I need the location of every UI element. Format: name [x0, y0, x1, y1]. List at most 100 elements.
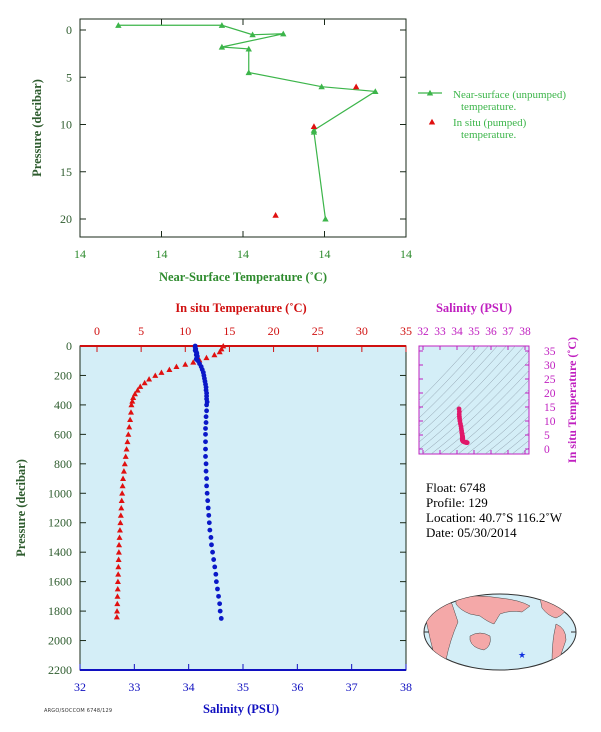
salinity-point — [205, 505, 211, 511]
temperature-tick-label: 25 — [312, 324, 324, 338]
salinity-point — [216, 593, 221, 599]
float-info-block: Float: 6748 Profile: 129 Location: 40.7˚… — [426, 480, 562, 540]
salinity-point — [203, 426, 208, 431]
unpumped-temperature-point — [245, 69, 252, 76]
temperature-point — [123, 446, 130, 452]
temperature-point — [152, 372, 159, 378]
pumped-temperature-point — [310, 123, 318, 129]
main-series-group — [113, 343, 227, 621]
float-location-marker: ★ — [518, 650, 526, 660]
temperature-point — [129, 398, 136, 404]
temperature-point — [127, 409, 134, 415]
pressure-tick-label: 600 — [54, 427, 72, 441]
salinity-point — [203, 414, 209, 420]
legend-unpumped-marker — [426, 89, 434, 96]
salinity-point — [209, 542, 214, 548]
top-y-tick-label: 0 — [66, 23, 72, 37]
temperature-point — [124, 438, 131, 445]
temperature-point — [114, 586, 121, 592]
ts-salinity-tick-label: 36 — [485, 326, 497, 338]
temperature-point — [120, 475, 127, 481]
salinity-point — [204, 476, 209, 481]
unpumped-temperature-point — [218, 43, 226, 50]
main-salinity-axis: 32 33 34 35 36 37 38 — [74, 664, 412, 694]
main-pressure-axis-label: Pressure (decibar) — [14, 459, 28, 557]
float-id: Float: 6748 — [426, 480, 486, 495]
ts-salinity-tick-label: 34 — [451, 326, 463, 338]
top-y-axis: 0 5 10 15 20 — [60, 23, 406, 226]
pressure-tick-label: 1000 — [48, 486, 72, 500]
pressure-tick-label: 0 — [66, 339, 72, 353]
ts-temperature-axis-label: In situ Temperature (˚C) — [565, 337, 579, 463]
temperature-point — [116, 541, 123, 548]
pumped-temperature-point — [272, 212, 279, 218]
unpumped-temperature-point — [218, 22, 226, 28]
ts-temperature-tick-label: 20 — [544, 388, 556, 400]
unpumped-temperature-point — [245, 45, 252, 52]
salinity-tick-label: 34 — [183, 680, 195, 694]
ts-temperature-tick-label: 30 — [544, 360, 556, 372]
top-x-axis-label: Near-Surface Temperature (˚C) — [159, 270, 327, 284]
ts-temperature-tick-label: 10 — [544, 416, 556, 428]
temperature-tick-label: 20 — [268, 324, 280, 338]
profile-date: Date: 05/30/2014 — [426, 525, 517, 540]
legend-pumped-marker — [428, 118, 436, 125]
top-y-tick-label: 20 — [60, 212, 72, 226]
temperature-point — [126, 424, 133, 430]
unpumped-temperature-point — [280, 30, 287, 37]
top-x-tick-label: 14 — [319, 247, 331, 261]
temperature-point — [203, 354, 210, 361]
salinity-tick-label: 37 — [346, 680, 358, 694]
temperature-point — [115, 563, 122, 570]
salinity-point — [203, 461, 209, 467]
salinity-tick-label: 35 — [237, 680, 249, 694]
unpumped-temperature-point — [310, 128, 318, 135]
pressure-tick-label: 1800 — [48, 604, 72, 618]
temperature-point — [115, 556, 122, 562]
salinity-point — [212, 564, 218, 570]
top-series-group — [115, 22, 379, 222]
salinity-point — [203, 454, 208, 459]
temperature-point — [119, 490, 126, 496]
temperature-point — [118, 497, 125, 504]
legend-pumped-label: In situ (pumped) — [453, 117, 527, 129]
salinity-point — [211, 557, 217, 562]
temperature-point — [173, 363, 180, 370]
ts-temperature-tick-label: 0 — [544, 444, 550, 456]
temperature-point — [120, 468, 127, 474]
salinity-point — [203, 431, 208, 437]
top-x-tick-label: 14 — [400, 247, 412, 261]
ts-salinity-axis-label: Salinity (PSU) — [436, 301, 512, 315]
salinity-point — [204, 490, 210, 496]
salinity-point — [204, 483, 209, 489]
temperature-point — [216, 348, 223, 355]
main-temperature-axis-label: In situ Temperature (˚C) — [175, 301, 306, 315]
top-x-axis: 14 14 14 14 14 — [74, 19, 412, 261]
temperature-point — [116, 534, 123, 540]
pressure-tick-label: 800 — [54, 457, 72, 471]
salinity-point — [204, 402, 209, 408]
footer-credit: ARGO/SOCCOM 6748/129 — [44, 708, 113, 714]
salinity-tick-label: 32 — [74, 680, 86, 694]
profile-number: Profile: 129 — [426, 495, 488, 510]
temperature-tick-label: 15 — [223, 324, 235, 338]
salinity-point — [215, 586, 220, 592]
ts-points-group — [456, 406, 470, 446]
ts-salinity-tick-label: 37 — [502, 326, 514, 338]
main-temperature-axis: 0 5 10 15 20 25 30 35 — [80, 324, 412, 352]
top-x-tick-label: 14 — [74, 247, 86, 261]
main-plot-background — [79, 345, 407, 671]
temperature-point — [134, 387, 141, 393]
salinity-point — [217, 608, 223, 614]
ts-panel: 32 33 34 35 36 37 38 0 5 10 15 20 25 30 35 Salinity (… — [417, 301, 579, 463]
salinity-point — [210, 549, 215, 555]
main-salinity-axis-label: Salinity (PSU) — [203, 702, 279, 716]
top-legend: Near-surface (unpumped)temperature.In si… — [418, 89, 566, 141]
salinity-point — [206, 512, 212, 518]
ts-temperature-axis: 0 5 10 15 20 25 30 35 — [419, 346, 556, 456]
ts-salinity-tick-label: 38 — [519, 326, 531, 338]
unpumped-temperature-point — [115, 22, 122, 28]
unpumped-temperature-point — [249, 31, 256, 38]
ts-temperature-tick-label: 15 — [544, 402, 556, 414]
